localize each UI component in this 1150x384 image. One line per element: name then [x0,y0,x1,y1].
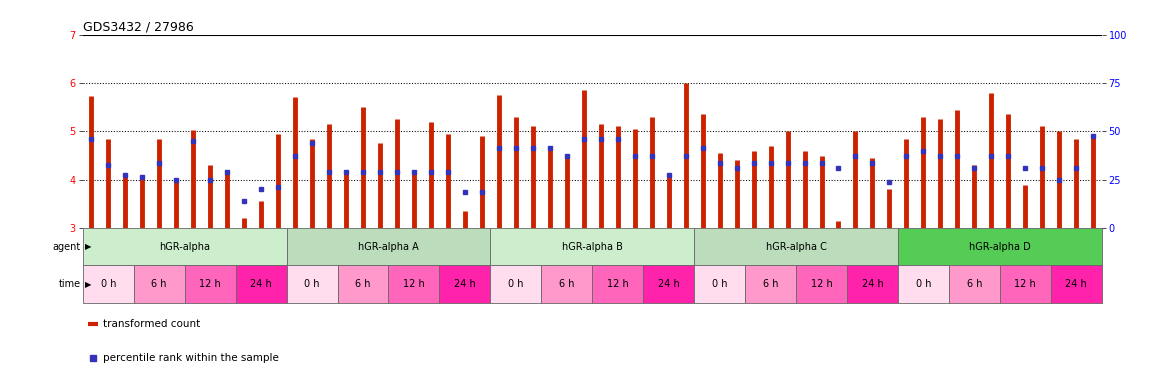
Bar [490,228,695,265]
Text: 24 h: 24 h [251,279,273,289]
Bar [695,228,898,265]
Bar [83,265,133,303]
Text: 12 h: 12 h [402,279,424,289]
Text: 6 h: 6 h [762,279,779,289]
Bar [133,265,185,303]
Text: 12 h: 12 h [811,279,833,289]
Bar [236,265,286,303]
Text: 6 h: 6 h [355,279,370,289]
Bar [898,228,1102,265]
Bar [439,265,490,303]
Bar [286,265,338,303]
Text: 0 h: 0 h [508,279,523,289]
Text: 24 h: 24 h [454,279,476,289]
Text: 0 h: 0 h [712,279,727,289]
Bar [286,228,490,265]
Text: hGR-alpha D: hGR-alpha D [969,242,1030,252]
Bar [185,265,236,303]
Text: 6 h: 6 h [152,279,167,289]
Bar [695,265,745,303]
Bar [796,265,848,303]
Bar [898,265,949,303]
Bar [83,228,286,265]
Bar [745,265,796,303]
Text: transformed count: transformed count [104,319,200,329]
Text: 24 h: 24 h [861,279,883,289]
Text: 24 h: 24 h [1065,279,1087,289]
Bar [949,265,999,303]
Text: time: time [59,279,81,289]
Text: hGR-alpha: hGR-alpha [159,242,210,252]
Text: GDS3432 / 27986: GDS3432 / 27986 [83,20,193,33]
Text: 24 h: 24 h [658,279,680,289]
Text: agent: agent [52,242,81,252]
Text: 12 h: 12 h [1014,279,1036,289]
Text: 12 h: 12 h [607,279,629,289]
Text: percentile rank within the sample: percentile rank within the sample [104,354,279,364]
Bar [490,265,542,303]
Bar [643,265,695,303]
Bar [542,265,592,303]
Text: hGR-alpha C: hGR-alpha C [766,242,827,252]
Text: hGR-alpha B: hGR-alpha B [562,242,622,252]
Text: 0 h: 0 h [305,279,320,289]
Bar [999,265,1051,303]
Text: 0 h: 0 h [100,279,116,289]
Bar [389,265,439,303]
Text: 6 h: 6 h [967,279,982,289]
Text: ▶: ▶ [85,280,92,289]
Text: ▶: ▶ [85,242,92,251]
Text: 12 h: 12 h [199,279,221,289]
Text: 6 h: 6 h [559,279,575,289]
Bar [1051,265,1102,303]
Bar [338,265,389,303]
Text: 0 h: 0 h [915,279,932,289]
Bar [848,265,898,303]
Bar [592,265,643,303]
Text: hGR-alpha A: hGR-alpha A [358,242,419,252]
